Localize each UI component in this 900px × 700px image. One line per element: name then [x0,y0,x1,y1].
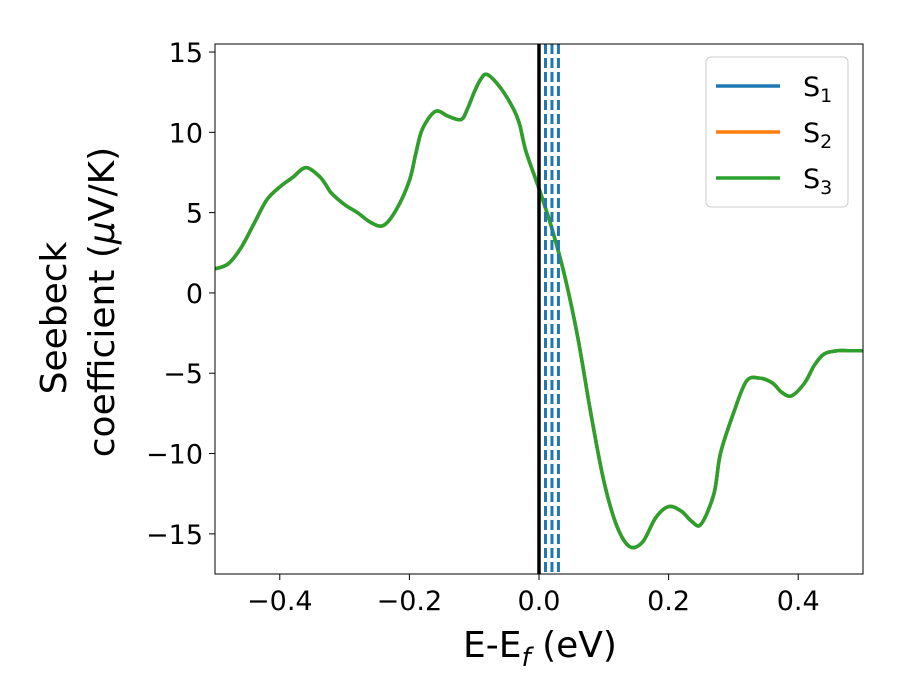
legend: S1 S2 S3 [705,56,849,208]
y-axis-label-line1: Seebeck [34,241,75,394]
x-tick-label: −0.4 [247,586,313,617]
x-axis-label: E-Ef (eV) [463,625,617,673]
x-tick-label: 0.0 [518,586,561,617]
x-tick-label: 0.4 [777,586,820,617]
y-axis-label-line2: coefficient (μV/K) [82,147,123,457]
x-tick-label: −0.2 [377,586,443,617]
legend-label-s1: S1 [803,72,832,107]
x-tick-label: 0.2 [647,586,690,617]
legend-label-s3: S3 [803,164,832,199]
y-tick-label: 5 [186,199,203,230]
y-tick-label: −5 [163,359,203,390]
series-line-s3 [215,72,863,550]
y-tick-label: 15 [169,38,203,69]
y-tick-label: −10 [146,440,203,471]
legend-label-s2: S2 [803,118,832,153]
y-tick-label: 0 [186,279,203,310]
y-tick-label: −15 [146,520,203,551]
y-tick-label: 10 [169,118,203,149]
